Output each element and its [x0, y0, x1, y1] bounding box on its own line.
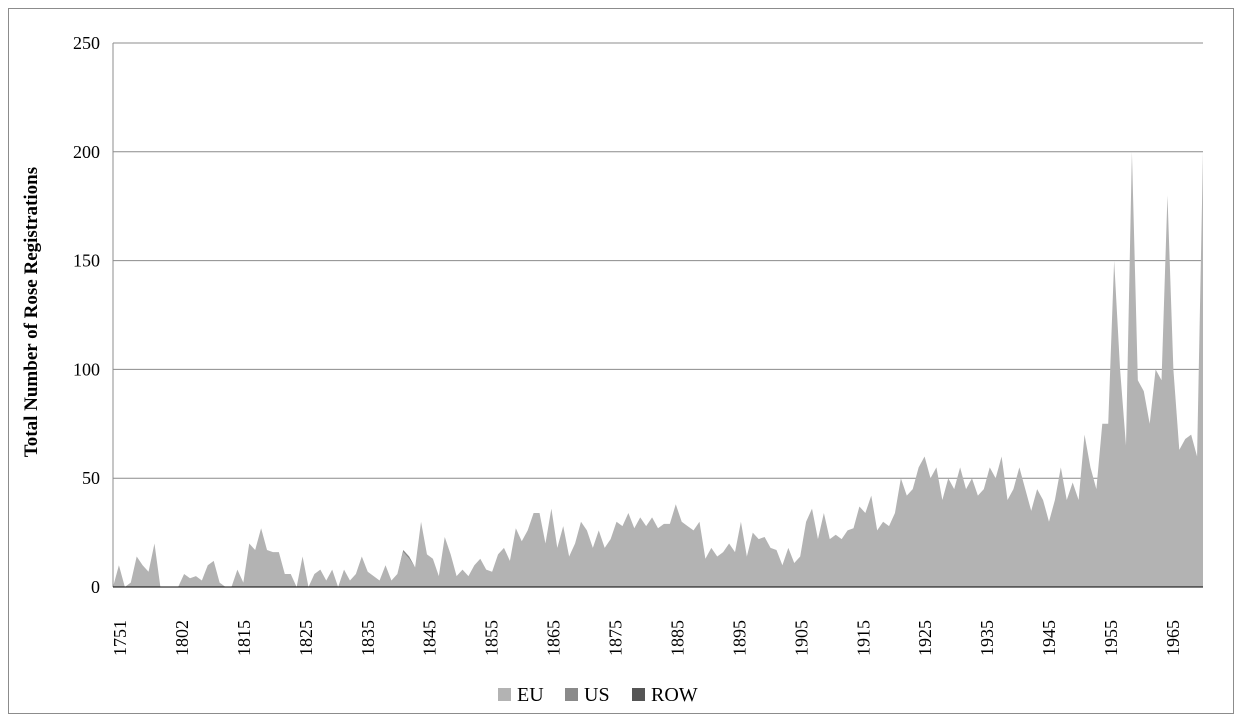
- x-tick-label: 1751: [110, 620, 130, 656]
- x-tick-label: 1915: [853, 620, 873, 656]
- x-tick-label: 1825: [296, 620, 316, 656]
- x-tick-label: 1815: [234, 620, 254, 656]
- x-tick-label: 1845: [420, 620, 440, 656]
- x-tick-label: 1955: [1101, 620, 1121, 656]
- area-series-eu: [113, 151, 1203, 588]
- x-tick-label: 1835: [358, 620, 378, 656]
- y-tick-label: 250: [73, 33, 100, 53]
- chart-frame: [8, 8, 1234, 714]
- legend-label-us: US: [584, 684, 610, 706]
- x-tick-label: 1905: [791, 620, 811, 656]
- x-tick-label: 1935: [977, 620, 997, 656]
- legend-swatch-eu: [498, 688, 511, 701]
- y-tick-label: 200: [73, 142, 100, 162]
- x-tick-label: 1925: [915, 620, 935, 656]
- legend-swatch-us: [565, 688, 578, 701]
- x-tick-label: 1945: [1039, 620, 1059, 656]
- legend-swatch-row: [632, 688, 645, 701]
- y-tick-label: 100: [73, 359, 100, 379]
- legend-label-eu: EU: [517, 684, 544, 706]
- legend-label-row: ROW: [651, 684, 698, 706]
- y-tick-label: 50: [82, 468, 100, 488]
- x-tick-label: 1855: [482, 620, 502, 656]
- x-tick-label: 1865: [544, 620, 564, 656]
- x-tick-label: 1885: [667, 620, 687, 656]
- x-tick-label: 1875: [606, 620, 626, 656]
- x-tick-label: 1965: [1163, 620, 1183, 656]
- y-tick-label: 150: [73, 251, 100, 271]
- y-tick-label: 0: [91, 577, 100, 597]
- x-tick-label: 1802: [172, 620, 192, 656]
- x-tick-label: 1895: [729, 620, 749, 656]
- y-axis-label: Total Number of Rose Registrations: [21, 167, 42, 457]
